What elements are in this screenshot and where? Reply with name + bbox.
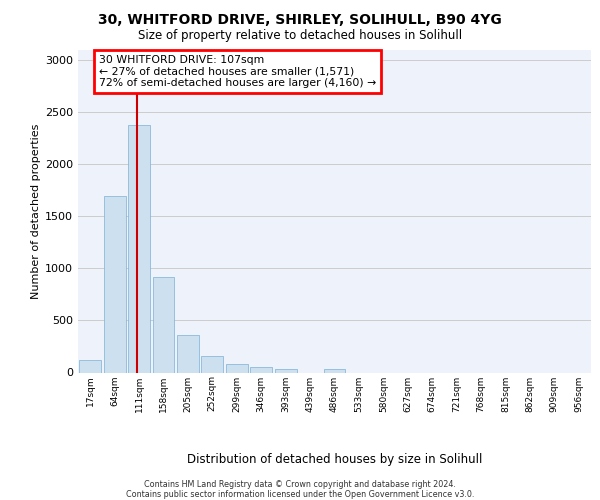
Bar [177,335,199,372]
X-axis label: Distribution of detached houses by size in Solihull: Distribution of detached houses by size … [187,454,482,466]
Text: 30 WHITFORD DRIVE: 107sqm
← 27% of detached houses are smaller (1,571)
72% of se: 30 WHITFORD DRIVE: 107sqm ← 27% of detac… [99,55,376,88]
Bar [323,369,346,372]
Bar [250,367,272,372]
Bar [226,364,248,372]
Text: 30, WHITFORD DRIVE, SHIRLEY, SOLIHULL, B90 4YG: 30, WHITFORD DRIVE, SHIRLEY, SOLIHULL, B… [98,12,502,26]
Bar [104,196,125,372]
Bar [202,356,223,372]
Bar [152,277,175,372]
Bar [275,369,296,372]
Text: Size of property relative to detached houses in Solihull: Size of property relative to detached ho… [138,29,462,42]
Bar [128,125,150,372]
Bar [79,360,101,372]
Y-axis label: Number of detached properties: Number of detached properties [31,124,41,299]
Text: Contains HM Land Registry data © Crown copyright and database right 2024.
Contai: Contains HM Land Registry data © Crown c… [126,480,474,499]
